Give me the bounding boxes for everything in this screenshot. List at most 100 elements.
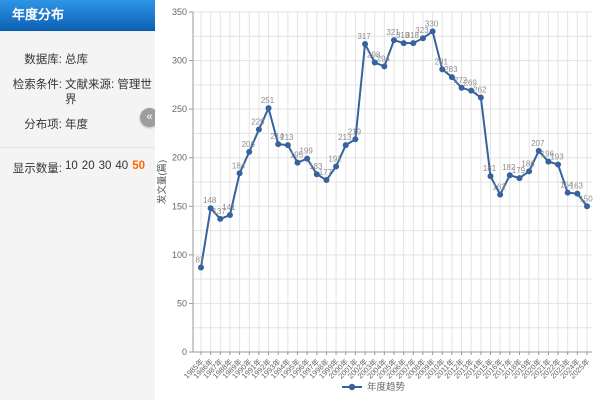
- y-tick-label: 150: [172, 201, 187, 211]
- display-count-option-20[interactable]: 20: [81, 160, 95, 172]
- data-point[interactable]: [275, 141, 282, 148]
- collapse-panel-icon[interactable]: «: [140, 108, 159, 127]
- display-count-options: 10 20 30 40 50: [62, 160, 149, 176]
- data-point-label: 162: [492, 183, 506, 192]
- data-point[interactable]: [477, 94, 484, 101]
- data-point[interactable]: [448, 74, 455, 81]
- data-point[interactable]: [400, 40, 407, 47]
- data-point-label: 330: [425, 19, 439, 28]
- distribution-item-label: 分布项:: [24, 119, 62, 131]
- data-point[interactable]: [419, 35, 426, 42]
- data-point-label: 323: [415, 26, 429, 35]
- data-point[interactable]: [294, 159, 301, 166]
- data-point[interactable]: [535, 147, 542, 154]
- display-count-label: 显示数量:: [12, 163, 62, 175]
- panel-title: 年度分布: [0, 0, 155, 31]
- data-point-label: 163: [570, 182, 584, 191]
- data-point[interactable]: [362, 41, 369, 48]
- data-point[interactable]: [429, 28, 436, 35]
- database-value: 总库: [65, 54, 88, 66]
- data-point-label: 318: [406, 31, 420, 40]
- display-count-option-50[interactable]: 50: [132, 160, 145, 172]
- distribution-item-value: 年度: [65, 119, 88, 131]
- data-point-label: 196: [541, 150, 555, 159]
- y-tick-label: 0: [182, 347, 187, 357]
- data-point[interactable]: [246, 148, 253, 155]
- chart-panel: 0 50 100 150 200 250 300 350 1985年 1986年 1987年 1988…: [155, 0, 600, 400]
- y-tick-label: 350: [172, 7, 187, 17]
- data-point[interactable]: [555, 161, 562, 168]
- data-point-label: 137: [213, 207, 227, 216]
- data-point[interactable]: [371, 59, 378, 66]
- display-count-option-10[interactable]: 10: [65, 160, 78, 172]
- display-count-option-30[interactable]: 30: [98, 160, 112, 172]
- data-point-label: 317: [357, 32, 371, 41]
- info-row-search-condition: 检索条件: 文献来源: 管理世界: [0, 78, 155, 108]
- y-tick-label: 50: [177, 298, 187, 308]
- data-point[interactable]: [391, 37, 397, 44]
- data-point-label: 177: [319, 168, 333, 177]
- data-point-label: 195: [290, 151, 304, 160]
- data-point[interactable]: [497, 191, 504, 198]
- data-point-label: 184: [232, 161, 246, 170]
- data-point-label: 219: [348, 127, 362, 136]
- data-point[interactable]: [217, 215, 224, 222]
- data-point[interactable]: [574, 190, 581, 197]
- data-point[interactable]: [468, 87, 475, 94]
- data-point[interactable]: [265, 105, 272, 112]
- data-point[interactable]: [584, 203, 590, 210]
- data-point[interactable]: [255, 126, 262, 133]
- data-point-label: 262: [473, 85, 487, 94]
- data-point-label: 193: [550, 153, 564, 162]
- y-tick-label: 300: [172, 56, 187, 66]
- data-point-label: 183: [309, 162, 323, 171]
- data-point-label: 207: [531, 139, 545, 148]
- data-point[interactable]: [516, 175, 523, 182]
- data-point-label: 272: [454, 76, 468, 85]
- data-point-label: 148: [203, 196, 217, 205]
- data-point[interactable]: [226, 212, 233, 219]
- data-point-label: 283: [444, 65, 458, 74]
- year-trend-chart: 0501001502002503003501985年1986年1987年1988…: [156, 7, 593, 393]
- data-point[interactable]: [323, 177, 330, 184]
- legend-marker-dot: [348, 383, 356, 391]
- data-point[interactable]: [381, 63, 388, 70]
- data-point[interactable]: [313, 171, 320, 178]
- data-point-label: 164: [560, 181, 574, 190]
- data-point[interactable]: [487, 173, 494, 180]
- data-point[interactable]: [284, 142, 291, 149]
- data-point[interactable]: [506, 172, 513, 179]
- data-point[interactable]: [304, 155, 311, 162]
- data-point-label: 269: [464, 79, 478, 88]
- info-rows: 数据库: 总库 检索条件: 文献来源: 管理世界 分布项: 年度: [0, 31, 155, 133]
- data-point[interactable]: [526, 168, 533, 175]
- data-point[interactable]: [439, 66, 446, 73]
- data-point-label: 251: [261, 96, 275, 105]
- data-point[interactable]: [342, 142, 349, 149]
- data-point[interactable]: [410, 40, 417, 47]
- y-axis-title: 发文量(篇): [156, 160, 168, 204]
- data-point[interactable]: [545, 158, 552, 165]
- data-point-label: 179: [512, 166, 526, 175]
- data-point[interactable]: [236, 170, 243, 177]
- data-point[interactable]: [198, 264, 204, 271]
- data-point[interactable]: [458, 84, 465, 91]
- data-point-label: 186: [521, 159, 535, 168]
- data-point-label: 150: [579, 194, 593, 203]
- data-point-label: 294: [377, 54, 391, 63]
- data-point-label: 214: [271, 132, 285, 141]
- legend-label[interactable]: 年度趋势: [367, 381, 406, 393]
- data-point-label: 229: [251, 118, 265, 127]
- data-point-label: 87: [196, 255, 205, 264]
- data-point[interactable]: [564, 189, 571, 196]
- sidebar: 年度分布 数据库: 总库 检索条件: 文献来源: 管理世界 分布项: 年度 显示…: [0, 0, 159, 400]
- data-point[interactable]: [207, 205, 214, 212]
- data-point[interactable]: [333, 163, 340, 170]
- data-point-label: 213: [338, 133, 352, 142]
- data-point-label: 318: [396, 31, 410, 40]
- data-point-label: 291: [435, 57, 449, 66]
- data-point[interactable]: [352, 136, 359, 143]
- display-count-option-40[interactable]: 40: [115, 160, 129, 172]
- data-point-label: 206: [242, 140, 256, 149]
